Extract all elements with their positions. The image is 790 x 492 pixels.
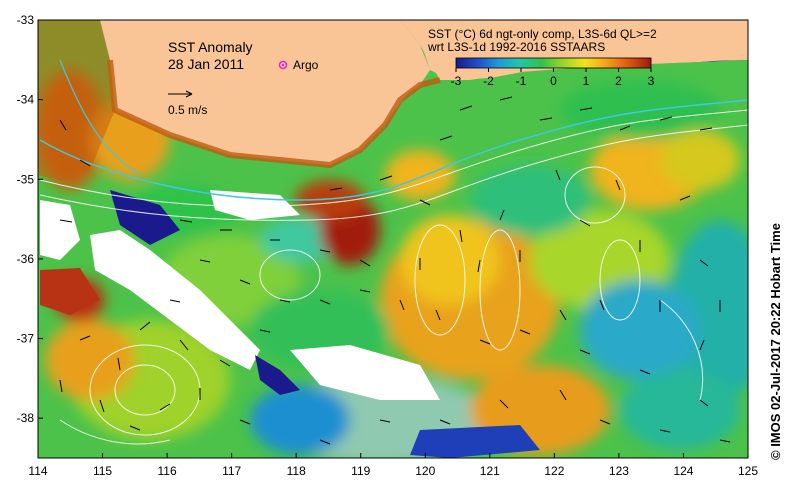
x-tick-label: 118 bbox=[287, 464, 306, 478]
map-title: SST Anomaly bbox=[168, 39, 253, 55]
y-tick-label: -33 bbox=[17, 13, 35, 27]
y-tick-label: -35 bbox=[17, 172, 35, 186]
x-tick-label: 122 bbox=[544, 464, 564, 478]
x-tick-label: 120 bbox=[415, 464, 435, 478]
map-date: 28 Jan 2011 bbox=[168, 56, 244, 72]
sst-field bbox=[38, 20, 748, 458]
colorbar-tick-label: 0 bbox=[550, 74, 557, 88]
x-tick-label: 119 bbox=[351, 464, 370, 478]
argo-label: Argo bbox=[293, 58, 319, 72]
longitude-axis: 114 115 116 117 118 119 120 121 122 123 124 125 bbox=[28, 453, 758, 478]
y-tick-label: -37 bbox=[17, 332, 35, 346]
colorbar-tick-label: -1 bbox=[516, 74, 527, 88]
colorbar-tick-label: 1 bbox=[583, 74, 590, 88]
colorbar bbox=[455, 57, 652, 69]
header-line-2: wrt L3S-1d 1992-2016 SSTAARS bbox=[427, 40, 605, 54]
x-tick-label: 124 bbox=[673, 464, 693, 478]
y-tick-label: -38 bbox=[17, 411, 35, 425]
colorbar-tick-label: -2 bbox=[483, 74, 494, 88]
y-tick-label: -36 bbox=[17, 252, 35, 266]
argo-marker-icon bbox=[278, 60, 288, 70]
colorbar-tick-label: -3 bbox=[451, 74, 462, 88]
colorbar-ticks: -3 -2 -1 0 1 2 3 bbox=[451, 68, 655, 88]
header-line-1: SST (°C) 6d ngt-only comp, L3S-6d QL>=2 bbox=[428, 27, 657, 41]
x-tick-label: 114 bbox=[28, 464, 47, 478]
x-tick-label: 116 bbox=[158, 464, 177, 478]
velocity-scale-arrow-icon bbox=[168, 90, 193, 98]
colorbar-tick-label: 2 bbox=[615, 74, 622, 88]
y-tick-label: -34 bbox=[17, 93, 35, 107]
colorbar-tick-label: 3 bbox=[648, 74, 655, 88]
x-tick-label: 115 bbox=[93, 464, 112, 478]
current-vectors bbox=[59, 96, 731, 445]
velocity-scale-label: 0.5 m/s bbox=[168, 103, 207, 117]
x-tick-label: 121 bbox=[480, 464, 500, 478]
plot-frame bbox=[37, 19, 749, 459]
x-tick-label: 125 bbox=[738, 464, 758, 478]
x-tick-label: 123 bbox=[609, 464, 629, 478]
credit-text: © IMOS 02-Jul-2017 20:22 Hobart Time bbox=[768, 223, 783, 460]
x-tick-label: 117 bbox=[222, 464, 241, 478]
latitude-axis: -33 -34 -35 -36 -37 -38 bbox=[17, 13, 43, 425]
